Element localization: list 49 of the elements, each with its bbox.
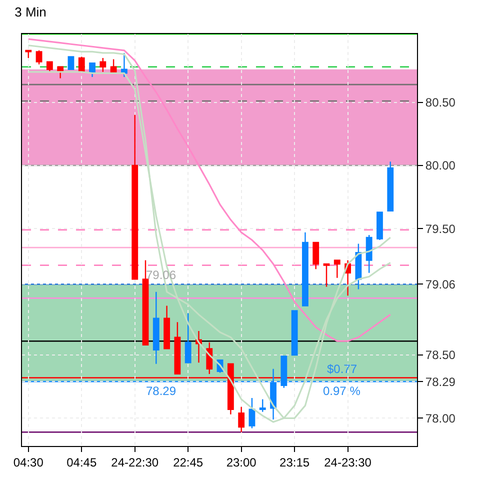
candlestick: [68, 56, 74, 70]
y-tick-label: 78.00: [425, 411, 456, 426]
candlestick: [366, 234, 372, 274]
candlestick: [164, 305, 170, 350]
annotation: 0.97 %: [323, 384, 361, 398]
candlestick: [78, 56, 85, 73]
candlestick: [302, 232, 308, 306]
candlestick: [89, 62, 96, 78]
candlestick: [238, 406, 245, 433]
candlestick: [312, 242, 320, 270]
annotation: 78.29: [146, 384, 176, 398]
candlestick: [334, 260, 340, 279]
candlestick: [270, 368, 276, 420]
y-tick-label: 78.50: [425, 348, 456, 362]
candlestick: [174, 322, 181, 375]
candlestick: [46, 61, 53, 73]
candlestick: [57, 66, 64, 79]
y-tick-label: 80.00: [425, 158, 456, 173]
x-tick-label: 24-23:30: [324, 455, 372, 470]
y-tick-label: 80.50: [425, 95, 456, 110]
candlestick: [291, 310, 298, 356]
candlestick: [206, 342, 213, 375]
x-tick-label: 23:15: [280, 455, 310, 470]
candlestick: [248, 397, 256, 429]
x-tick-label: 22:45: [173, 455, 204, 470]
x-tick-label: 24-22:30: [111, 455, 159, 470]
y-tick-label: 78.29: [425, 374, 456, 389]
candlestick: [259, 398, 266, 412]
y-tick-label: 79.06: [425, 277, 456, 292]
x-tick-label: 04:45: [66, 455, 97, 470]
candlestick: [152, 291, 160, 364]
candlestick: [36, 50, 42, 65]
line-series: [28, 38, 392, 342]
x-tick-label: 04:30: [13, 455, 44, 470]
candlestick: [184, 312, 192, 364]
candlestick: [387, 161, 394, 212]
candlestick: [100, 57, 106, 73]
candlestick: [323, 263, 330, 288]
candlestick: [110, 58, 117, 74]
candlestick: [376, 212, 383, 241]
candlestick: [280, 356, 288, 388]
candlestick: [355, 243, 362, 290]
annotation: $0.77: [327, 362, 358, 376]
candlestick: [121, 52, 128, 78]
x-tick-label: 23:00: [226, 455, 257, 470]
chart-title: 3 Min: [14, 4, 46, 20]
annotation: 79.06: [146, 268, 176, 282]
candlestick: [25, 50, 32, 59]
y-tick-label: 79.50: [425, 222, 456, 236]
